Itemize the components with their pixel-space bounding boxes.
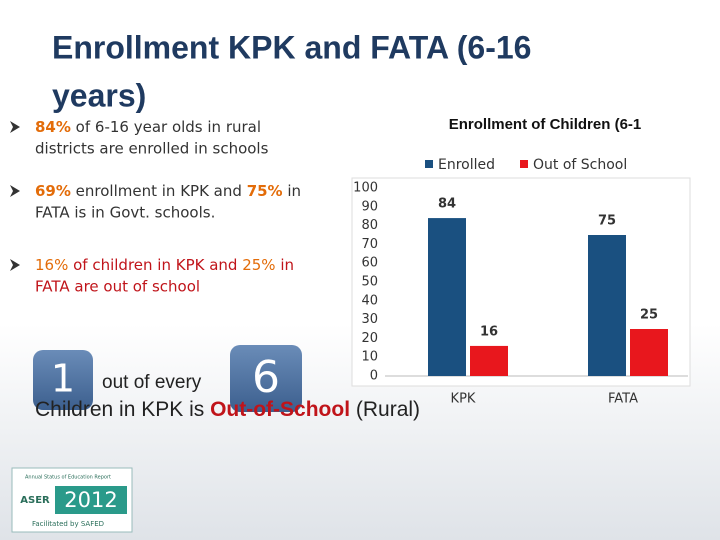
y-tick-label: 60	[361, 256, 378, 271]
text: Children in KPK is	[35, 398, 210, 421]
caption: Children in KPK is Out-of-School (Rural)	[35, 398, 420, 421]
text: of 6-16 year olds in rural	[71, 118, 261, 136]
y-tick-label: 20	[361, 331, 378, 346]
bar	[630, 329, 668, 376]
y-tick-label: 70	[361, 237, 378, 252]
bullet-text: 84% of 6-16 year olds in rural	[35, 118, 261, 136]
bullet-text: 69% enrollment in KPK and 75% in	[35, 182, 301, 200]
text: in	[283, 182, 301, 200]
logo-year: 2012	[64, 488, 117, 512]
text: of children in KPK and	[68, 256, 242, 274]
y-tick-label: 50	[361, 275, 378, 290]
y-tick-label: 80	[361, 218, 378, 233]
bar	[470, 345, 508, 376]
data-label: 16	[480, 324, 498, 339]
highlight: 16%	[35, 256, 68, 274]
bullet-arrow	[10, 185, 20, 197]
y-tick-label: 40	[361, 293, 378, 308]
logo-year-box	[55, 486, 127, 514]
legend-label: Enrolled	[438, 157, 495, 173]
slide-title: years)	[52, 77, 146, 113]
bullet-arrow	[10, 121, 20, 133]
highlight: 75%	[247, 182, 283, 200]
x-tick-label: KPK	[451, 392, 476, 407]
bullet-arrow	[10, 259, 20, 271]
ratio-number: 1	[51, 357, 75, 401]
text: in	[276, 256, 294, 274]
data-label: 75	[598, 214, 616, 229]
y-tick-label: 90	[361, 199, 378, 214]
ratio-text: out of every	[102, 372, 202, 393]
highlight: 84%	[35, 118, 71, 136]
text: (Rural)	[350, 398, 420, 421]
logo: Annual Status of Education Report ASER 2…	[11, 467, 133, 533]
legend-swatch	[520, 160, 528, 168]
number-box	[230, 345, 302, 412]
highlight: 25%	[242, 256, 275, 274]
legend-swatch	[425, 160, 433, 168]
logo-top: Annual Status of Education Report	[25, 475, 111, 481]
slide-title: Enrollment KPK and FATA (6-16	[52, 29, 531, 65]
y-tick-label: 0	[370, 369, 378, 384]
bullet-text: FATA is in Govt. schools.	[35, 204, 215, 222]
ratio-number: 6	[252, 352, 280, 403]
highlight: Out-of-School	[210, 398, 350, 421]
bar	[428, 218, 466, 376]
highlight: 69%	[35, 182, 71, 200]
bullet-text: districts are enrolled in schools	[35, 140, 269, 158]
data-label: 84	[438, 197, 456, 212]
logo-name: ASER	[20, 495, 50, 506]
bullet-text: 16% of children in KPK and 25% in	[35, 256, 294, 274]
text: enrollment in KPK and	[71, 182, 247, 200]
bar	[588, 235, 626, 376]
data-label: 25	[640, 308, 658, 323]
legend-label: Out of School	[533, 157, 627, 173]
y-tick-label: 100	[353, 181, 378, 196]
logo-footer: Facilitated by SAFED	[32, 520, 104, 528]
bullet-text: FATA are out of school	[35, 278, 200, 296]
x-tick-label: FATA	[608, 392, 638, 407]
number-box	[33, 350, 93, 410]
chart-title: Enrollment of Children (6-1	[449, 116, 642, 133]
y-tick-label: 10	[361, 350, 378, 365]
y-tick-label: 30	[361, 312, 378, 327]
